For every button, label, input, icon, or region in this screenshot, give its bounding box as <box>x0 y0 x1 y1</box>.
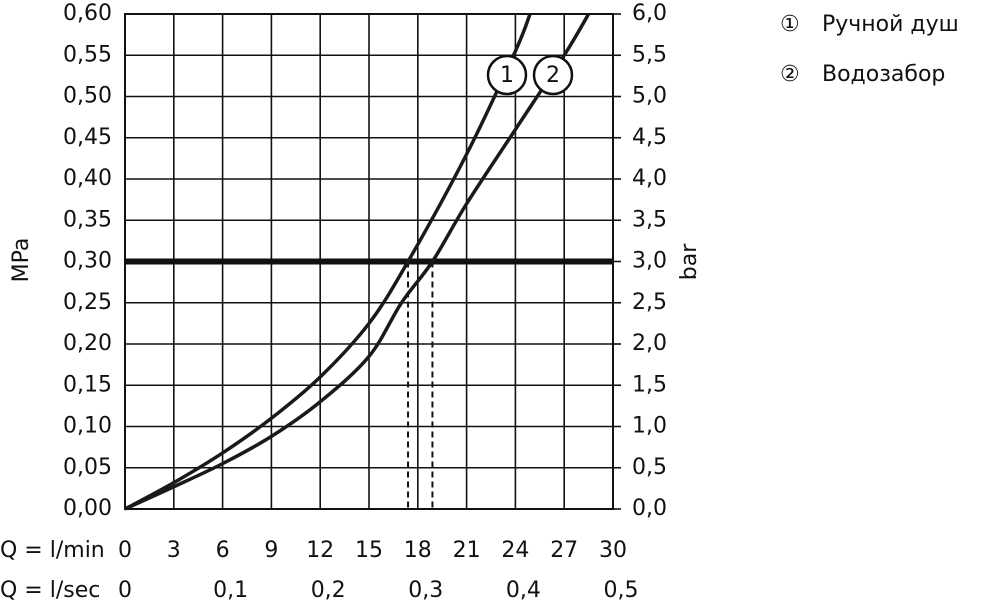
y2-tick-label: 1,0 <box>632 414 667 439</box>
y-tick-label: 0,55 <box>63 42 112 67</box>
x2-tick-label: 0,1 <box>213 578 248 603</box>
curve <box>124 13 532 511</box>
y2-axis-label: bar <box>677 243 702 280</box>
x-tick-label: 15 <box>355 538 383 563</box>
y-tick-label: 0,35 <box>63 207 112 232</box>
y-tick-label: 0,40 <box>63 166 112 191</box>
y-tick-label: 0,50 <box>63 84 112 109</box>
curve-label-circle <box>532 54 574 96</box>
y2-tick-label: 4,0 <box>632 166 667 191</box>
curve-label: 2 <box>546 63 560 88</box>
y2-tick-label: 1,5 <box>632 372 667 397</box>
curve <box>124 13 591 511</box>
y-tick-label: 0,00 <box>63 496 112 521</box>
y-tick-label: 0,30 <box>63 249 112 274</box>
y2-tick-label: 0,0 <box>632 496 667 521</box>
y2-tick-label: 3,5 <box>632 207 667 232</box>
y2-tick-label: 2,5 <box>632 290 667 315</box>
x2-tick-label: 0,4 <box>506 578 541 603</box>
x-tick-label: 24 <box>501 538 529 563</box>
y2-tick-label: 5,0 <box>632 84 667 109</box>
x2-tick-label: 0,3 <box>408 578 443 603</box>
curve-label: 1 <box>500 63 514 88</box>
legend-label: Водозабор <box>822 62 945 87</box>
x-tick-label: 6 <box>216 538 230 563</box>
legend-label: Ручной душ <box>822 12 959 37</box>
x-tick-label: 27 <box>550 538 578 563</box>
x-tick-label: 21 <box>453 538 481 563</box>
y-tick-label: 0,45 <box>63 125 112 150</box>
x-tick-label: 3 <box>167 538 181 563</box>
x-tick-label: 9 <box>264 538 278 563</box>
x-axis-label: Q = l/min <box>0 538 105 563</box>
y2-tick-label: 3,0 <box>632 249 667 274</box>
y2-tick-label: 4,5 <box>632 125 667 150</box>
x-tick-label: 18 <box>404 538 432 563</box>
y-tick-label: 0,15 <box>63 372 112 397</box>
x-tick-label: 30 <box>599 538 627 563</box>
y2-tick-label: 2,0 <box>632 331 667 356</box>
curve-label-circle <box>486 54 528 96</box>
y-axis-label: MPa <box>9 238 34 283</box>
y-tick-label: 0,10 <box>63 414 112 439</box>
x-tick-label: 12 <box>306 538 334 563</box>
x2-axis-label: Q = l/sec <box>0 578 100 603</box>
x-tick-label: 0 <box>118 538 132 563</box>
y-tick-label: 0,20 <box>63 331 112 356</box>
x2-tick-label: 0,2 <box>311 578 346 603</box>
y-tick-label: 0,25 <box>63 290 112 315</box>
y-tick-label: 0,05 <box>63 455 112 480</box>
x2-tick-label: 0,5 <box>604 578 639 603</box>
x2-tick-label: 0 <box>118 578 132 603</box>
y2-tick-label: 0,5 <box>632 455 667 480</box>
y2-tick-label: 5,5 <box>632 42 667 67</box>
y-tick-label: 0,60 <box>63 1 112 26</box>
y2-tick-label: 6,0 <box>632 1 667 26</box>
legend-marker: ② <box>780 62 800 87</box>
legend-marker: ① <box>780 12 800 37</box>
